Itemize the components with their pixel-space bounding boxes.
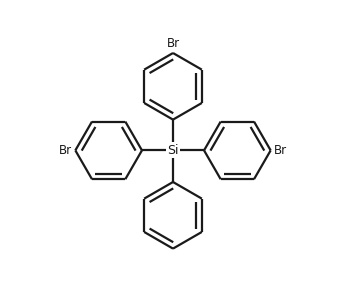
Text: Br: Br (166, 37, 180, 50)
Text: Br: Br (59, 144, 72, 157)
Text: Si: Si (167, 144, 179, 157)
Text: Br: Br (274, 144, 287, 157)
